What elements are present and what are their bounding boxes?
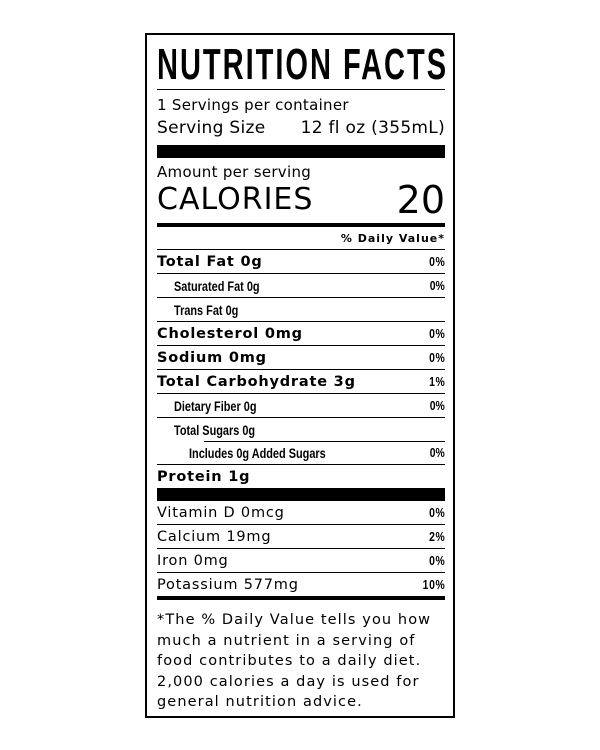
nutrient-label: Total Sugars 0g (174, 421, 256, 438)
vitamin-label: Calcium 19mg (157, 528, 272, 545)
vitamin-dv: 10% (422, 577, 445, 592)
divider (157, 596, 445, 600)
divider (157, 223, 445, 227)
nutrient-dv: 0% (429, 278, 445, 293)
nutrient-label: Saturated Fat 0g (174, 277, 260, 294)
nutrient-label: Cholesterol 0mg (157, 325, 303, 342)
nutrient-row: Sodium 0mg 0% (157, 345, 445, 369)
nutrient-label: Trans Fat 0g (174, 301, 239, 318)
thick-divider (157, 145, 445, 158)
nutrient-row: Trans Fat 0g (157, 297, 445, 321)
servings-per-container: 1 Servings per container (157, 96, 349, 114)
serving-size: Serving Size 12 fl oz (355mL) (157, 116, 445, 140)
nutrient-dv: 1% (428, 374, 445, 389)
amount-per-serving: Amount per serving (157, 163, 312, 181)
nutrient-label: Dietary Fiber 0g (174, 397, 257, 414)
nutrient-row: Saturated Fat 0g 0% (157, 273, 445, 297)
nutrient-label: Total Fat 0g (157, 253, 263, 270)
vitamin-row: Calcium 19mg 2% (157, 524, 445, 548)
title-text: NUTRITION FACTS (157, 40, 449, 89)
nutrient-row: Total Sugars 0g (157, 417, 445, 441)
nutrient-row: Total Fat 0g 0% (157, 249, 445, 273)
nutrient-dv: 0% (428, 350, 445, 365)
vitamin-dv: 0% (428, 553, 445, 568)
vitamin-row: Potassium 577mg 10% (157, 572, 445, 596)
vitamin-dv: 0% (428, 505, 445, 520)
nutrient-label: Sodium 0mg (157, 349, 267, 366)
vitamin-label: Iron 0mg (157, 552, 229, 569)
nutrient-row: Includes 0g Added Sugars 0% (157, 441, 445, 464)
calories-label: CALORIES (157, 182, 314, 217)
divider (157, 89, 445, 90)
nutrient-row: Protein 1g (157, 464, 445, 488)
nutrient-row: Dietary Fiber 0g 0% (157, 393, 445, 417)
nutrient-label: Total Carbohydrate 3g (157, 373, 356, 390)
vitamin-label: Potassium 577mg (157, 576, 299, 593)
calories: CALORIES 20 (157, 181, 445, 219)
nutrient-dv: 0% (429, 398, 445, 413)
nutrient-dv: 0% (429, 445, 445, 460)
serving-size-value: 12 fl oz (355mL) (300, 118, 445, 138)
vitamin-row: Iron 0mg 0% (157, 548, 445, 572)
thick-divider (157, 488, 445, 501)
vitamin-label: Vitamin D 0mcg (157, 504, 285, 521)
nutrient-dv: 0% (428, 326, 445, 341)
serving-size-label: Serving Size (157, 118, 266, 138)
footnote: *The % Daily Value tells you how much a … (157, 612, 432, 711)
vitamin-row: Vitamin D 0mcg 0% (157, 501, 445, 524)
title: NUTRITION FACTS (157, 40, 449, 89)
nutrient-dv: 0% (428, 254, 445, 269)
nutrient-label: Protein 1g (157, 468, 251, 485)
nutrition-facts-label: NUTRITION FACTS 1 Servings per container… (145, 33, 455, 718)
vitamin-dv: 2% (428, 529, 445, 544)
daily-value-header: % Daily Value* (340, 232, 445, 245)
calories-value: 20 (396, 178, 445, 222)
nutrient-row: Cholesterol 0mg 0% (157, 321, 445, 345)
nutrient-label: Includes 0g Added Sugars (189, 444, 326, 461)
nutrient-row: Total Carbohydrate 3g 1% (157, 369, 445, 393)
